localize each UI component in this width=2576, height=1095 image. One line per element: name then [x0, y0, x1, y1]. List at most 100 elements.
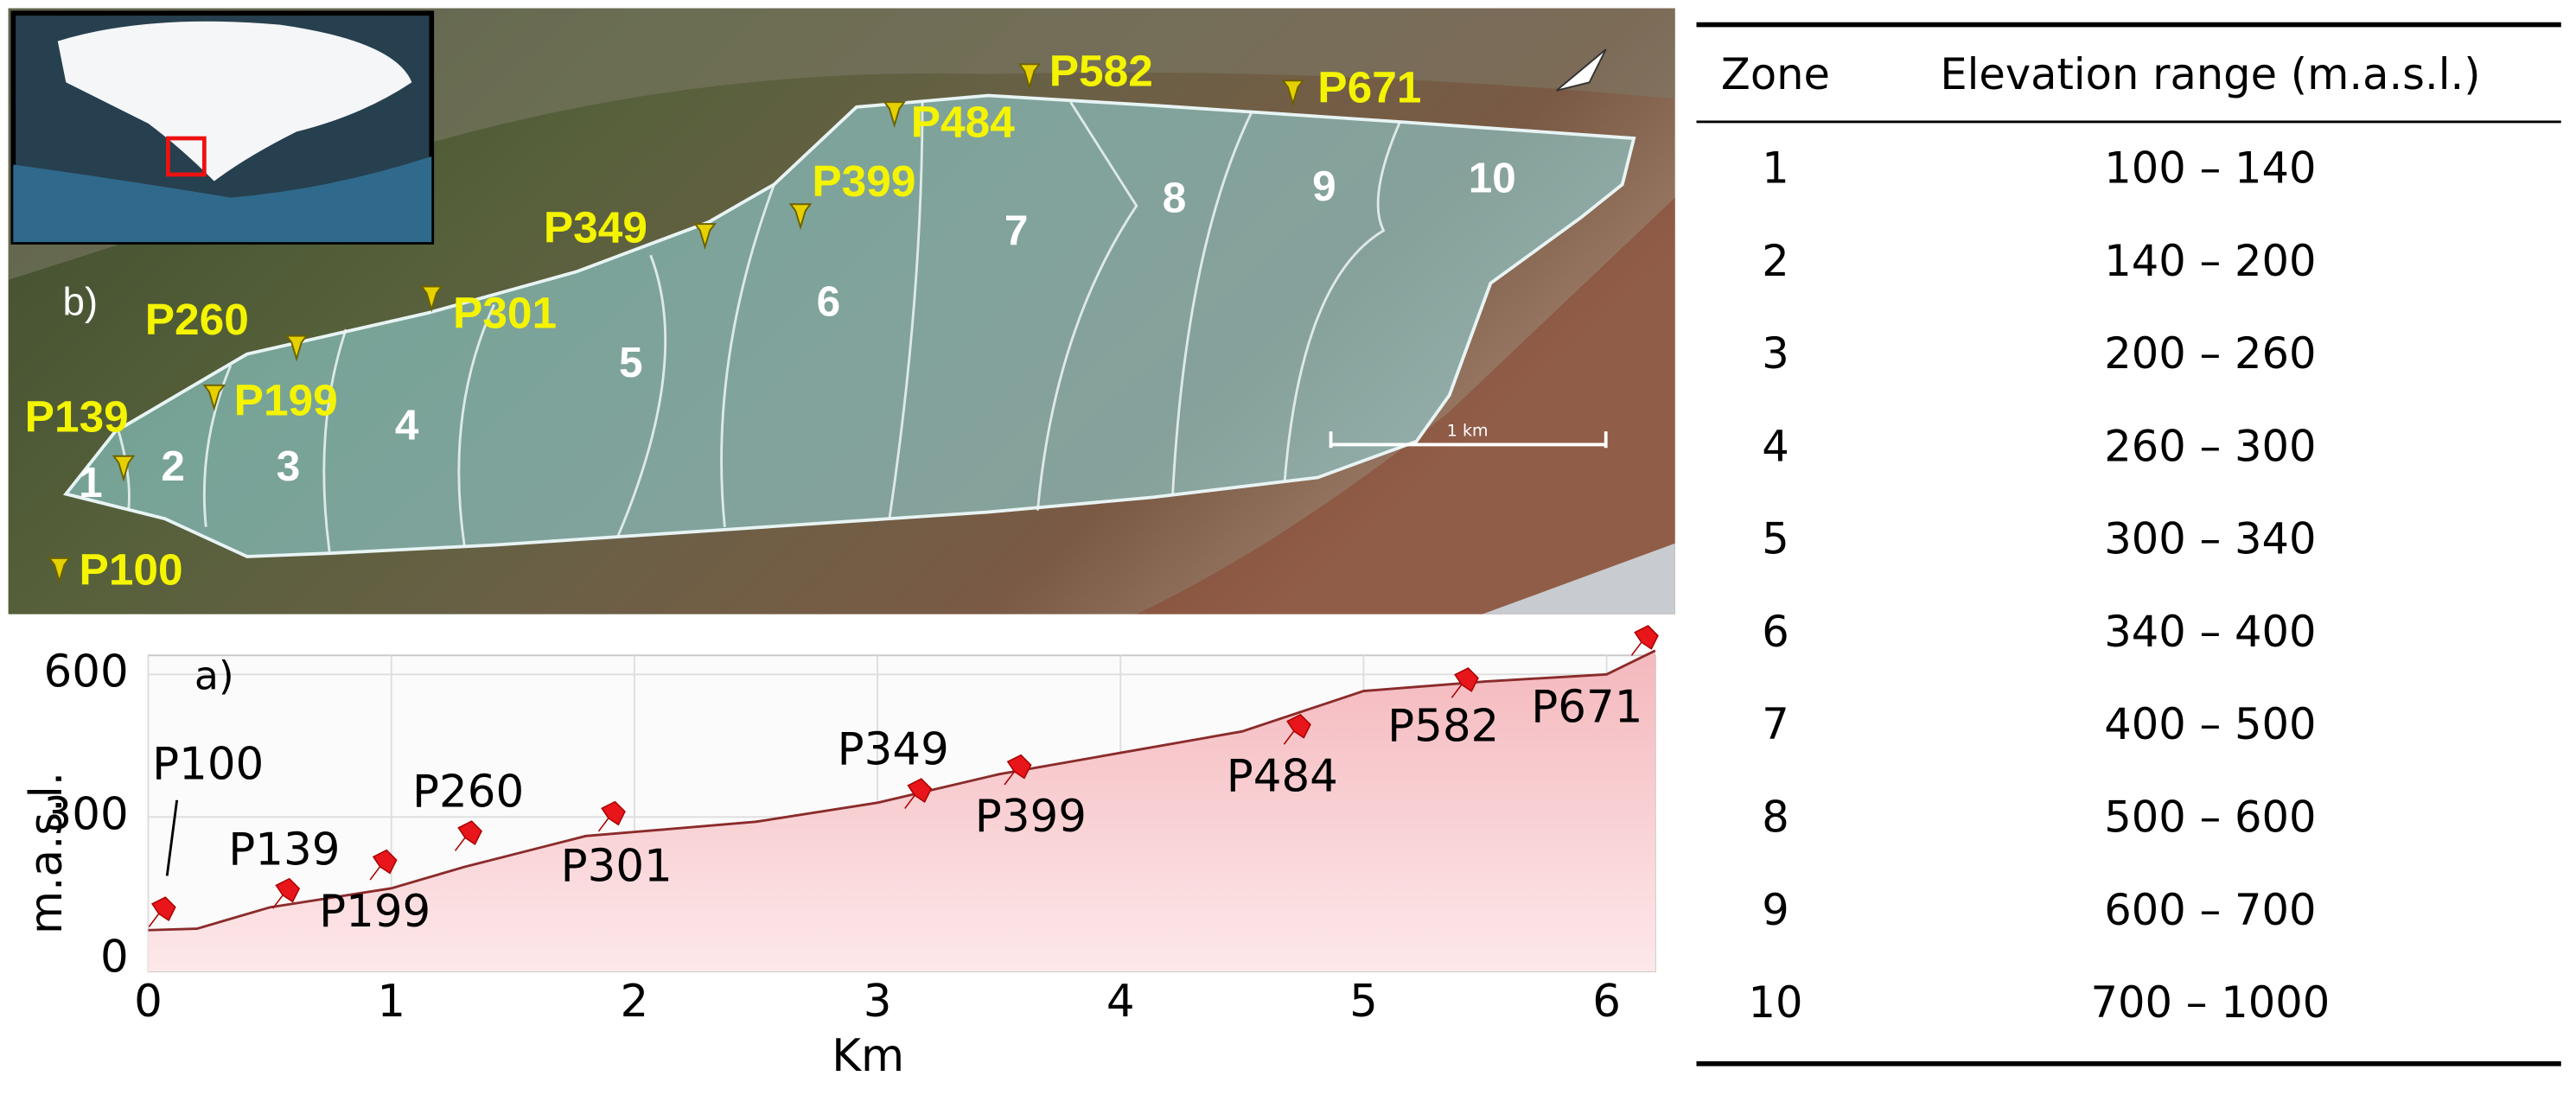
table-cell: 140 – 200 [2104, 236, 2316, 286]
chart: 0 300 600 0 1 2 3 4 5 6 P100 P139 P199 P260 P301 P349 P3… [21, 625, 1659, 1082]
marker-label: P671 [1531, 681, 1642, 733]
marker-label: P139 [228, 824, 340, 875]
map-pin [883, 101, 906, 129]
profile-marker [1451, 667, 1479, 698]
map-pin [1017, 63, 1042, 91]
zone-label: 8 [1163, 175, 1187, 222]
table: Zone Elevation range (m.a.s.l.) 1 100 – 140… [1696, 22, 2561, 1066]
inset-sea [13, 156, 432, 243]
table-cell: 1 [1762, 143, 1789, 194]
y-axis-label: m.a.s.l. [21, 772, 73, 934]
table-cell: 300 – 340 [2104, 514, 2316, 564]
marker-label: P100 [152, 739, 264, 791]
x-axis-label: Km [832, 1030, 904, 1082]
table-cell: 260 – 300 [2104, 421, 2316, 471]
x-tick-label: 3 [864, 976, 892, 1028]
table-cell: 10 [1748, 977, 1802, 1028]
x-tick-label: 1 [377, 976, 405, 1028]
mountain-slope [1136, 197, 1675, 614]
north-arrow [1555, 48, 1607, 92]
map-pin [202, 384, 226, 411]
zone-label: 9 [1312, 162, 1336, 210]
table-cell: 8 [1762, 793, 1789, 843]
profile-line [148, 649, 1656, 932]
table-cell: 7 [1762, 699, 1789, 749]
map-pin [693, 223, 717, 251]
map-pin [419, 285, 443, 313]
point-label: P399 [812, 156, 915, 206]
table-cell: 400 – 500 [2104, 699, 2316, 749]
table-cell: 6 [1762, 607, 1789, 657]
profile-marker [148, 896, 176, 927]
profile-marker [1630, 625, 1659, 656]
point-label: P139 [25, 391, 129, 441]
map-pin [788, 203, 813, 231]
table-cell: 9 [1762, 885, 1789, 935]
zone-boundaries [117, 101, 1401, 552]
point-label: P582 [1049, 45, 1153, 95]
profile-marker [272, 877, 301, 909]
table-cell: 500 – 600 [2104, 793, 2316, 843]
table-cell: 2 [1762, 236, 1789, 286]
zone-label: 1 [79, 459, 103, 506]
y-tick-label: 300 [44, 788, 129, 840]
marker-label: P399 [975, 791, 1087, 843]
profile-marker [904, 778, 933, 809]
profile-marker [1283, 714, 1311, 745]
map-pin [112, 455, 136, 482]
table-cell: 3 [1762, 328, 1789, 379]
table-header: Zone [1721, 49, 1830, 99]
area-fill [148, 650, 1655, 972]
y-tick-label: 0 [100, 931, 129, 983]
table-cell: 4 [1762, 421, 1789, 471]
profile-marker [1004, 754, 1032, 786]
map-pin [284, 334, 309, 362]
table-cell: 100 – 140 [2104, 143, 2316, 194]
zone-label: 7 [1004, 207, 1029, 255]
table-header: Elevation range (m.a.s.l.) [1940, 49, 2480, 99]
panel-label: b) [62, 280, 98, 324]
profile-marker [454, 820, 482, 851]
zone-label: 4 [395, 401, 419, 449]
x-tick-label: 4 [1106, 976, 1135, 1028]
x-tick-label: 6 [1592, 976, 1621, 1028]
x-tick-label: 0 [134, 976, 163, 1028]
point-label: P199 [234, 374, 338, 424]
marker-label: P349 [838, 724, 949, 776]
map-pin [48, 557, 72, 584]
zone-label: 2 [161, 442, 185, 490]
point-label: P260 [145, 294, 249, 344]
x-tick-label: 5 [1349, 976, 1378, 1028]
profile-marker [369, 849, 398, 881]
marker-label: P260 [412, 767, 524, 818]
table-cell: 700 – 1000 [2091, 977, 2331, 1028]
point-label: P349 [544, 201, 647, 251]
glacier-outline [62, 93, 1636, 558]
point-label: P484 [911, 96, 1016, 146]
marker-label: P199 [319, 886, 430, 938]
map-panel: b) 1 km 1 2 3 4 5 6 7 8 9 10 P582 P671 P484 P399 P349 P30… [8, 8, 1675, 614]
table-cell: 200 – 260 [2104, 328, 2316, 379]
marker-label: P484 [1227, 750, 1338, 802]
marker-label: P582 [1387, 701, 1499, 753]
profile-marker [597, 800, 626, 832]
point-label: P100 [80, 544, 183, 595]
inset-locator [166, 136, 207, 177]
panel-label: a) [194, 653, 234, 698]
leader-line [165, 799, 179, 876]
north-arrow-head [1555, 48, 1607, 92]
point-label: P301 [453, 287, 557, 337]
map-pin [1281, 80, 1305, 107]
inset-map [10, 10, 435, 245]
marker-label: P301 [561, 841, 673, 893]
zone-label: 10 [1469, 155, 1516, 202]
zone-label: 3 [277, 442, 301, 490]
point-label: P671 [1317, 61, 1421, 111]
table-cell: 600 – 700 [2104, 885, 2316, 935]
y-tick-label: 600 [44, 646, 129, 697]
zone-label: 6 [817, 278, 841, 326]
scale-label: 1 km [1447, 422, 1489, 441]
x-tick-label: 2 [621, 976, 649, 1028]
